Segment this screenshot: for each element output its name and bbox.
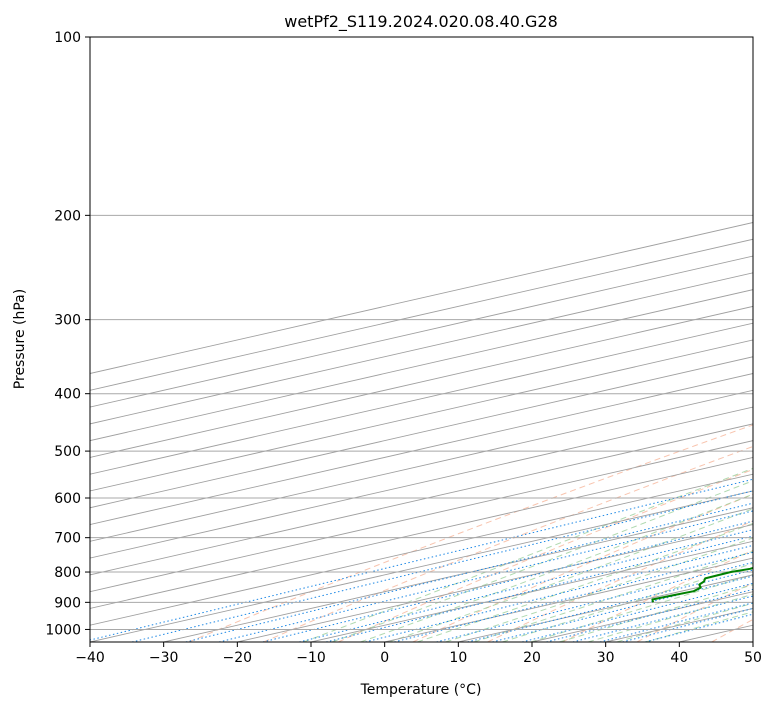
y-tick-label: 600 [54, 491, 81, 507]
moist-adiabat [445, 537, 753, 642]
moist-adiabat [360, 493, 753, 642]
y-axis-label: Pressure (hPa) [12, 289, 28, 389]
mixing-ratio-line [521, 582, 753, 642]
y-tick-label: 700 [54, 531, 81, 547]
y-tick-label: 800 [54, 565, 81, 581]
moist-adiabat [417, 522, 753, 642]
mixing-ratio-line [599, 602, 753, 642]
x-tick-label: −30 [149, 650, 179, 666]
y-tick-label: 1000 [45, 622, 81, 638]
x-tick-label: 30 [597, 650, 615, 666]
isotherm [237, 524, 753, 642]
moist-adiabat [530, 573, 753, 642]
isotherm [90, 423, 753, 576]
y-tick-label: 100 [54, 30, 81, 46]
x-tick-label: 0 [380, 650, 389, 666]
mixing-ratio-line [90, 478, 753, 641]
y-tick-label: 900 [54, 595, 81, 611]
moist-adiabat [502, 562, 753, 642]
isotherm [90, 255, 753, 408]
y-tick-label: 200 [54, 208, 81, 224]
x-tick-label: 20 [523, 650, 541, 666]
isotherm [90, 440, 753, 593]
mixing-ratio-line [299, 529, 753, 642]
x-tick-label: 40 [670, 650, 688, 666]
isotherm [90, 222, 753, 374]
x-tick-label: 10 [449, 650, 467, 666]
isotherm [90, 322, 753, 475]
mixing-ratio-line [572, 595, 753, 642]
x-tick-label: 50 [744, 650, 762, 666]
isotherm [90, 490, 753, 642]
dry-adiabat [263, 445, 753, 642]
isotherm [90, 238, 753, 391]
isotherm [90, 456, 753, 609]
y-axis: 100 200 300 400 500 600 700 800 900 1000 [45, 30, 90, 638]
chart-title: wetPf2_S119.2024.020.08.40.G28 [284, 12, 558, 32]
isotherm [90, 473, 753, 626]
dry-adiabat [487, 520, 753, 642]
y-tick-label: 400 [54, 387, 81, 403]
moist-adiabat [587, 593, 753, 642]
x-tick-label: −20 [223, 650, 253, 666]
isotherm [90, 305, 753, 458]
isotherm [90, 289, 753, 442]
y-tick-label: 300 [54, 313, 81, 329]
mixing-ratio-line [325, 535, 753, 642]
y-tick-label: 500 [54, 444, 81, 460]
mixing-ratio-line [546, 588, 753, 642]
mixing-ratio-line [262, 520, 753, 642]
x-axis: −40 −30 −20 −10 0 10 20 30 40 50 [75, 642, 762, 666]
plot-frame [89, 36, 754, 643]
moist-adiabat [331, 480, 753, 642]
mixing-ratio-line [185, 502, 753, 642]
isotherm [90, 406, 753, 559]
background-lines [90, 222, 753, 642]
isotherm [90, 272, 753, 425]
dry-adiabat [337, 468, 753, 642]
x-axis-label: Temperature (°C) [360, 682, 482, 698]
isotherm [90, 389, 753, 542]
isotherm [163, 507, 753, 642]
x-tick-label: −10 [296, 650, 326, 666]
mixing-ratio-line [218, 510, 753, 642]
pressure-gridlines [90, 37, 753, 630]
x-tick-label: −40 [75, 650, 105, 666]
